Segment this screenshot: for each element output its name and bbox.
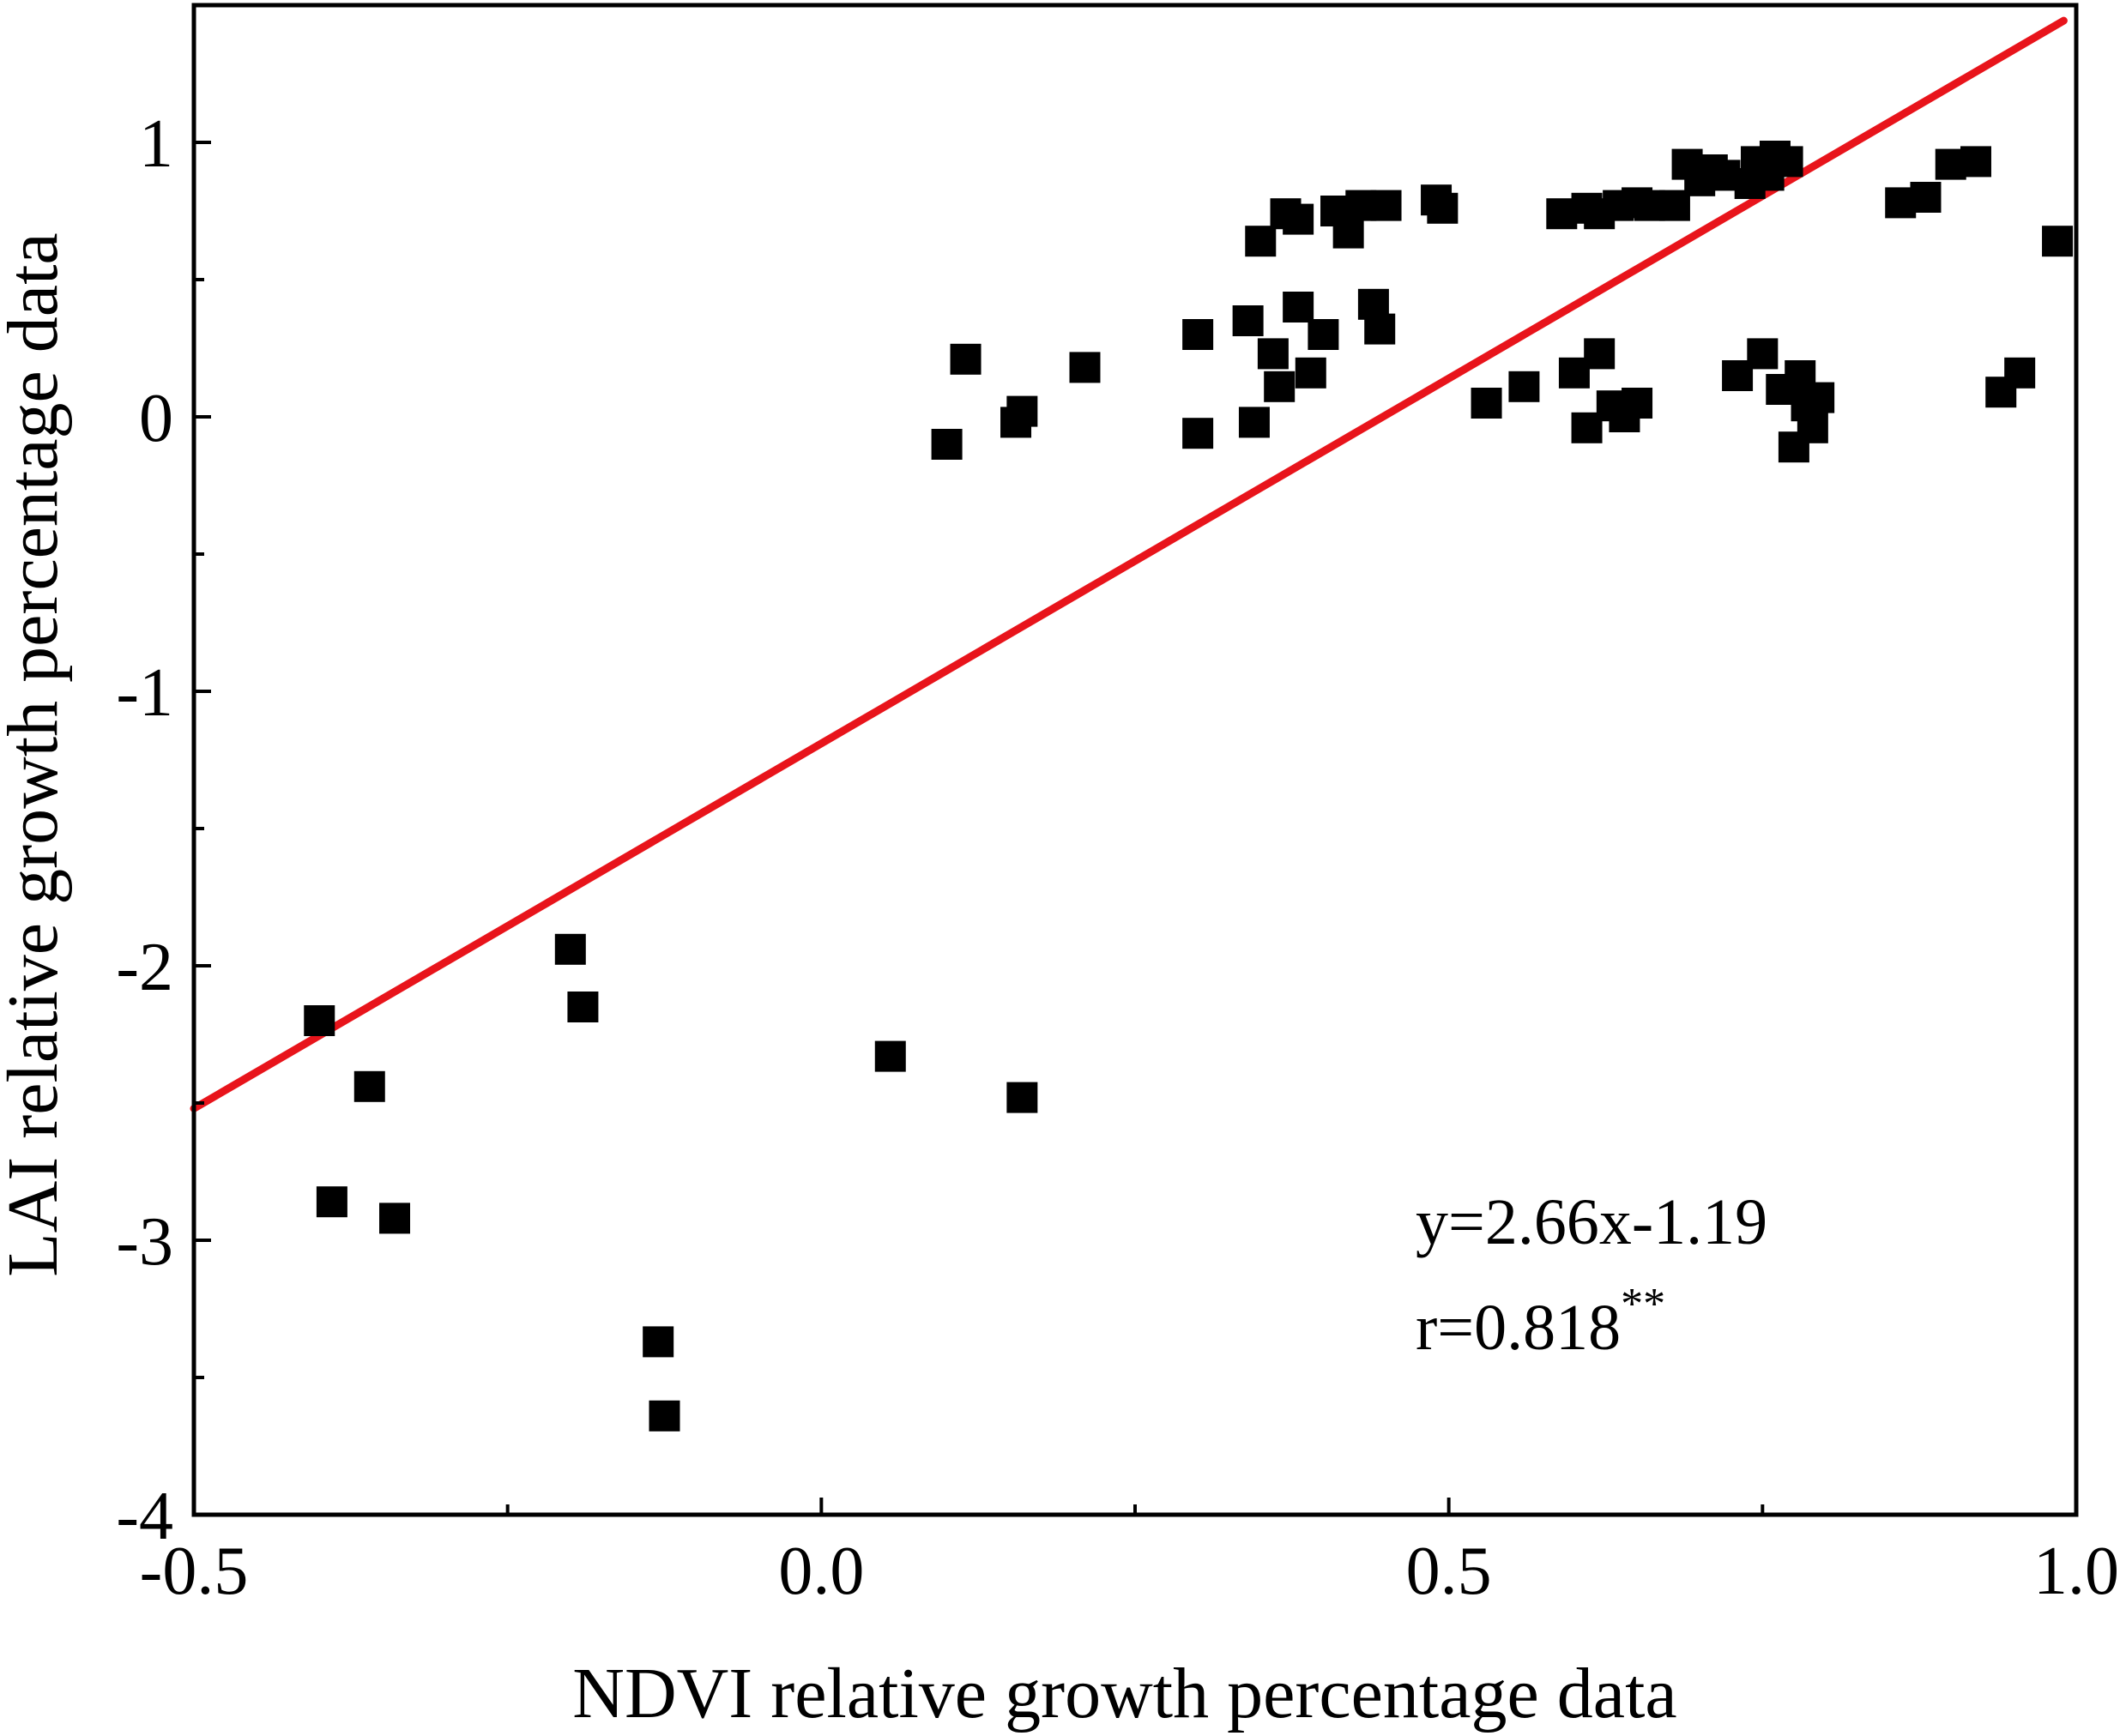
data-point — [1960, 146, 1991, 178]
data-point — [2042, 226, 2074, 257]
y-tick-label: -4 — [116, 1479, 173, 1554]
data-point — [1069, 352, 1101, 383]
data-point — [1803, 382, 1835, 413]
data-point — [379, 1203, 411, 1234]
y-tick-label: -3 — [116, 1204, 173, 1280]
data-point — [950, 343, 981, 375]
data-point — [1797, 412, 1828, 443]
x-tick-label: 0.5 — [1406, 1534, 1492, 1609]
data-point — [1308, 319, 1339, 350]
r-value: r=0.818 — [1416, 1292, 1621, 1364]
data-point — [1747, 338, 1779, 370]
x-tick-label: -0.5 — [140, 1534, 249, 1609]
data-point — [1584, 338, 1616, 370]
y-tick-label: 1 — [139, 106, 173, 182]
data-point — [1364, 313, 1396, 345]
data-point — [567, 992, 599, 1022]
y-tick-label: 0 — [139, 381, 173, 456]
data-point — [1508, 371, 1540, 402]
data-point — [554, 933, 586, 965]
y-tick-label: -2 — [116, 930, 173, 1005]
data-point — [1264, 371, 1296, 402]
data-point — [1283, 203, 1314, 235]
x-tick-label: 0.0 — [778, 1534, 864, 1609]
data-point — [931, 429, 963, 460]
axis-ticks: -0.5 0.0 0.5 1.0 -4 -3 -2 -1 0 1 — [116, 106, 2119, 1609]
data-point — [1006, 1082, 1038, 1113]
data-point — [649, 1400, 680, 1432]
data-point — [1182, 418, 1214, 449]
data-point — [1471, 388, 1502, 419]
plot-marks — [190, 16, 2074, 1432]
x-axis-label: NDVI relative growth percentage data — [572, 1654, 1676, 1733]
data-point — [1238, 407, 1270, 438]
data-point — [1232, 305, 1264, 336]
data-point — [1182, 319, 1214, 350]
data-point — [1622, 388, 1653, 419]
data-point — [1245, 226, 1277, 257]
x-tick-label: 1.0 — [2033, 1534, 2119, 1609]
data-point — [1295, 357, 1326, 389]
regression-line — [190, 16, 2068, 1112]
y-tick-label: -1 — [116, 655, 173, 731]
data-point — [1257, 338, 1289, 370]
data-point — [1772, 146, 1803, 178]
data-point — [316, 1186, 347, 1218]
data-point — [1006, 395, 1038, 427]
data-point — [353, 1070, 385, 1102]
data-point — [1332, 217, 1364, 249]
data-point — [304, 1005, 335, 1036]
r-annotation: r=0.818** — [1416, 1280, 1665, 1364]
data-point — [874, 1040, 906, 1072]
data-point — [643, 1326, 674, 1358]
data-point — [1910, 182, 1942, 213]
equation-annotation: y=2.66x-1.19 — [1416, 1186, 1767, 1258]
y-axis-label: LAI relative growth percentage data — [0, 232, 73, 1276]
significance-marker: ** — [1621, 1280, 1665, 1329]
data-point — [1370, 190, 1402, 221]
data-point — [1427, 192, 1459, 224]
data-point — [1283, 292, 1314, 322]
data-point — [2004, 357, 2036, 389]
